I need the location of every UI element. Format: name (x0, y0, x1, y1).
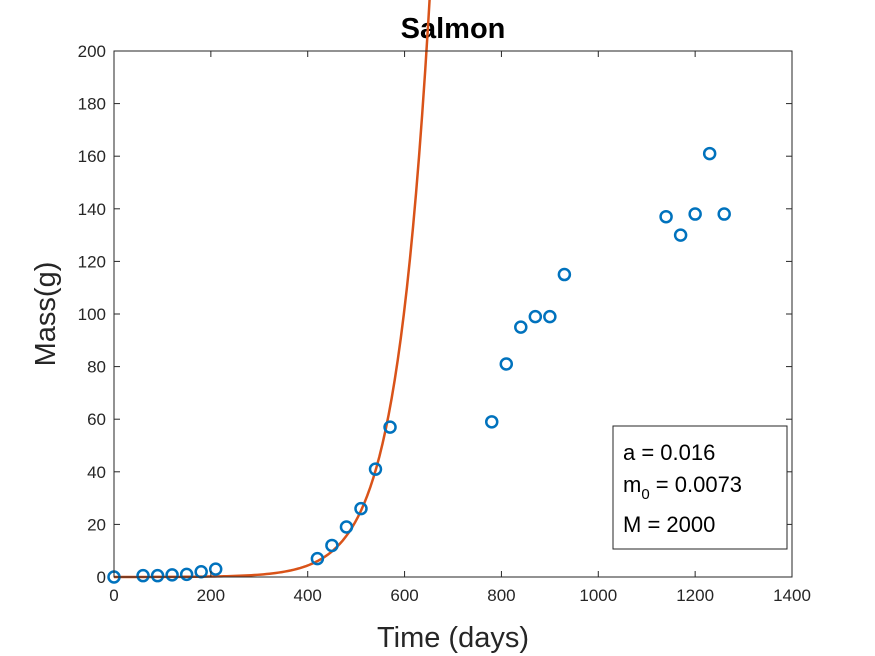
x-tick-label: 1200 (676, 586, 714, 605)
fit-curve-layer (114, 0, 431, 579)
x-tick-label: 0 (109, 586, 118, 605)
x-tick-label: 400 (294, 586, 322, 605)
parameter-legend: a = 0.016 m0 = 0.0073 M = 2000 (612, 425, 788, 550)
data-point (136, 568, 150, 583)
data-point (383, 420, 397, 434)
y-tick-label: 80 (87, 358, 106, 377)
x-tick-label: 1000 (579, 586, 617, 605)
data-point (717, 207, 731, 221)
legend-box (612, 425, 788, 550)
fit-curve-line (114, 0, 431, 579)
chart-title: Salmon (401, 13, 506, 45)
data-point (339, 520, 354, 534)
data-point (368, 462, 383, 476)
legend-line-a: a = 0.016 (623, 440, 715, 465)
data-point (208, 562, 223, 576)
data-point (150, 568, 165, 583)
data-point (659, 209, 673, 224)
data-point (557, 267, 572, 282)
data-point (310, 551, 325, 566)
y-tick-label: 20 (87, 515, 106, 534)
y-axis-label: Mass(g) (30, 262, 62, 367)
data-point (179, 567, 194, 582)
data-point (543, 309, 557, 324)
y-tick-label: 140 (78, 200, 106, 219)
y-tick-label: 60 (87, 410, 106, 429)
data-point (499, 357, 514, 371)
y-tick-label: 160 (78, 147, 106, 166)
data-point (688, 207, 702, 221)
x-tick-label: 1400 (773, 586, 811, 605)
data-point (528, 309, 543, 324)
y-tick-label: 180 (78, 95, 106, 114)
data-point (673, 228, 688, 242)
y-tick-label: 40 (87, 463, 106, 482)
y-tick-label: 100 (78, 305, 106, 324)
legend-line-M: M = 2000 (623, 512, 715, 537)
data-points-layer (107, 146, 731, 584)
legend-line-m0: m0 = 0.0073 (623, 472, 742, 503)
data-point (702, 146, 717, 161)
data-point (514, 320, 528, 334)
x-axis-label: Time (days) (377, 622, 529, 654)
y-tick-label: 200 (78, 42, 106, 61)
data-point (165, 568, 179, 582)
data-point (354, 501, 368, 516)
data-point (484, 415, 499, 429)
data-point (325, 538, 339, 553)
x-tick-label: 200 (197, 586, 225, 605)
y-tick-label: 0 (97, 568, 106, 587)
axis-ticks: 0 200 400 600 800 1000 1200 1400 0 20 40 60 80 100 120… (78, 42, 811, 605)
y-tick-label: 120 (78, 252, 106, 271)
x-tick-label: 800 (487, 586, 515, 605)
x-tick-label: 600 (390, 586, 418, 605)
